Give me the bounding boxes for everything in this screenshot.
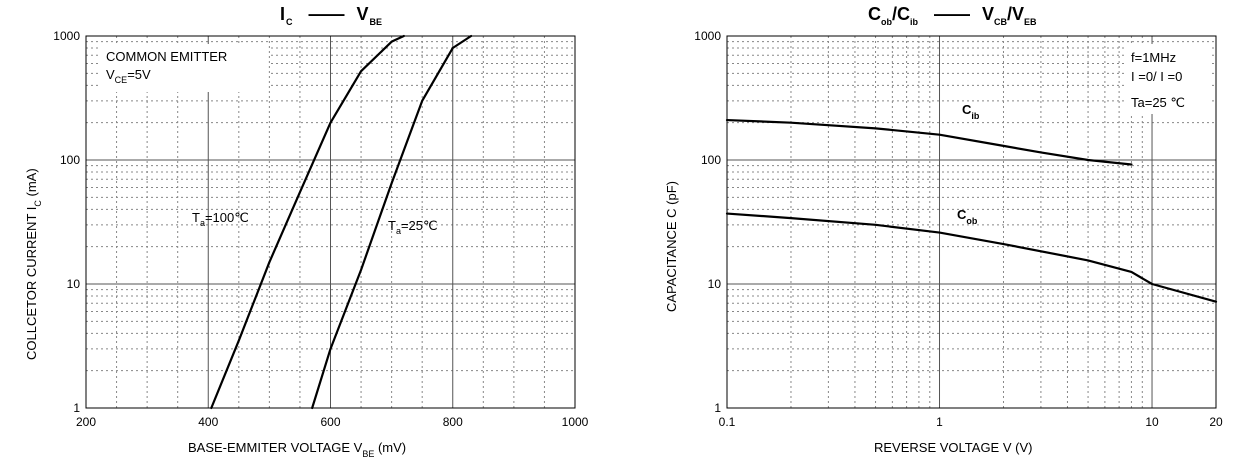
- right-annotation-bg: [1124, 44, 1210, 114]
- right-series-line-cib: [725, 118, 1133, 166]
- ic-vbe-chart: 200 400 600 800 1000 1 10 100 1000 IC —— VBE COMM…: [24, 4, 589, 459]
- left-plot-frame: [85, 35, 576, 409]
- left-x-tick-label: 800: [443, 415, 463, 429]
- right-x-tick-label: 1: [936, 415, 943, 429]
- right-y-tick-label: 1: [714, 401, 721, 415]
- left-annotation-line2: VCE=5V: [106, 67, 151, 85]
- right-y-tick-label: 10: [708, 277, 722, 291]
- left-x-axis-label: BASE-EMMITER VOLTAGE VBE (mV): [188, 440, 406, 459]
- left-series-label-100c: Ta=100℃: [192, 210, 249, 228]
- right-y-axis-label: CAPACITANCE C (pF): [664, 181, 679, 312]
- right-series: [725, 118, 1218, 303]
- right-annotation-line1: f=1MHz: [1131, 50, 1176, 65]
- left-annotation-line1: COMMON EMITTER: [106, 49, 227, 64]
- right-y-tick-label: 100: [701, 153, 721, 167]
- right-series-label-cib: Cib: [962, 102, 980, 121]
- right-x-tick-label: 0.1: [719, 415, 736, 429]
- right-x-tick-label: 10: [1145, 415, 1159, 429]
- left-y-tick-label: 1: [73, 401, 80, 415]
- right-grid: [727, 36, 1216, 408]
- right-annotation-line2: I =0/ I =0: [1131, 69, 1182, 84]
- left-x-tick-label: 200: [76, 415, 96, 429]
- left-annotation-bg: [98, 44, 268, 92]
- right-plot-frame: [726, 35, 1217, 409]
- right-x-ticks: 0.1 1 10 20: [719, 415, 1223, 429]
- left-grid: [86, 36, 575, 408]
- right-series-label-cob: Cob: [957, 207, 978, 226]
- right-annotation-line3: Ta=25 ℃: [1131, 95, 1185, 110]
- left-y-ticks: 1 10 100 1000: [53, 29, 80, 415]
- left-series-line-25c: [311, 34, 473, 410]
- right-y-ticks: 1 10 100 1000: [694, 29, 721, 415]
- left-y-tick-label: 10: [67, 277, 81, 291]
- left-y-axis-label: COLLCETOR CURRENT IC (mA): [24, 168, 43, 360]
- left-series-label-25c: Ta=25℃: [388, 218, 438, 236]
- left-title: IC —— VBE: [280, 4, 382, 27]
- left-x-ticks: 200 400 600 800 1000: [76, 415, 589, 429]
- left-x-tick-label: 600: [320, 415, 340, 429]
- left-series: [210, 34, 473, 410]
- right-x-tick-label: 20: [1209, 415, 1223, 429]
- right-title: Cob/Cib —— VCB/VEB: [868, 4, 1037, 27]
- right-series-line-cob: [725, 212, 1218, 303]
- left-series-line-100c: [210, 34, 405, 410]
- right-y-tick-label: 1000: [694, 29, 721, 43]
- left-y-tick-label: 1000: [53, 29, 80, 43]
- left-x-tick-label: 400: [198, 415, 218, 429]
- left-x-tick-label: 1000: [562, 415, 589, 429]
- right-x-axis-label: REVERSE VOLTAGE V (V): [874, 440, 1032, 455]
- left-y-tick-label: 100: [60, 153, 80, 167]
